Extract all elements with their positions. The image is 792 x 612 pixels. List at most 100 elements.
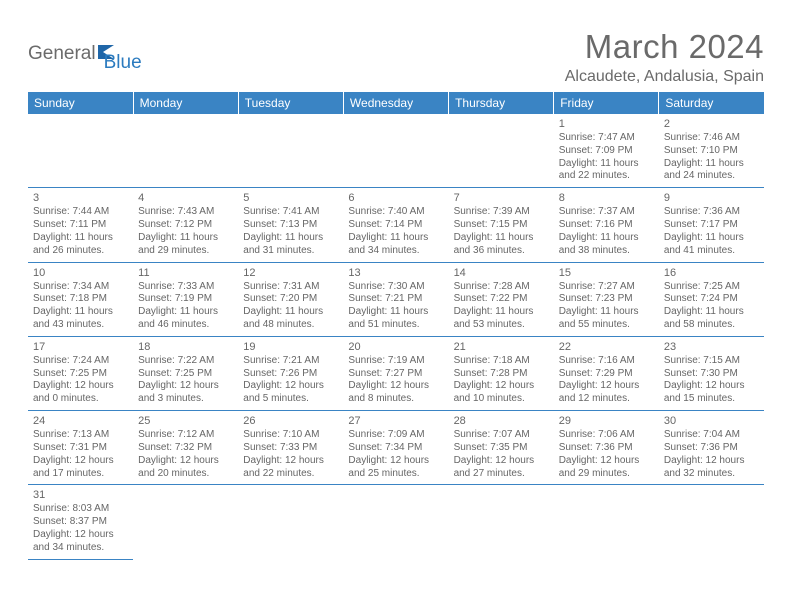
sunrise-text: Sunrise: 7:07 AM (454, 429, 549, 442)
sunset-text: Sunset: 7:09 PM (559, 145, 654, 158)
day-number: 26 (243, 414, 338, 428)
sunrise-text: Sunrise: 7:09 AM (348, 429, 443, 442)
day-number: 31 (33, 488, 128, 502)
sunset-text: Sunset: 7:17 PM (664, 219, 759, 232)
sunrise-text: Sunrise: 7:06 AM (559, 429, 654, 442)
sunset-text: Sunset: 7:25 PM (33, 368, 128, 381)
sunset-text: Sunset: 7:27 PM (348, 368, 443, 381)
calendar-cell (133, 485, 238, 559)
sunset-text: Sunset: 7:15 PM (454, 219, 549, 232)
calendar-cell (343, 485, 448, 559)
calendar-cell: 28Sunrise: 7:07 AMSunset: 7:35 PMDayligh… (449, 411, 554, 485)
calendar-cell: 25Sunrise: 7:12 AMSunset: 7:32 PMDayligh… (133, 411, 238, 485)
sunset-text: Sunset: 7:10 PM (664, 145, 759, 158)
month-title: March 2024 (565, 28, 764, 66)
sunrise-text: Sunrise: 7:47 AM (559, 132, 654, 145)
sunrise-text: Sunrise: 7:24 AM (33, 355, 128, 368)
day-number: 9 (664, 191, 759, 205)
daylight-text: Daylight: 11 hours and 26 minutes. (33, 232, 128, 258)
title-block: March 2024 Alcaudete, Andalusia, Spain (565, 28, 764, 86)
sunset-text: Sunset: 7:14 PM (348, 219, 443, 232)
sunset-text: Sunset: 7:26 PM (243, 368, 338, 381)
sunrise-text: Sunrise: 7:21 AM (243, 355, 338, 368)
calendar-cell: 24Sunrise: 7:13 AMSunset: 7:31 PMDayligh… (28, 411, 133, 485)
calendar-cell: 22Sunrise: 7:16 AMSunset: 7:29 PMDayligh… (554, 336, 659, 410)
calendar-cell: 7Sunrise: 7:39 AMSunset: 7:15 PMDaylight… (449, 188, 554, 262)
sunrise-text: Sunrise: 7:13 AM (33, 429, 128, 442)
sunrise-text: Sunrise: 7:41 AM (243, 206, 338, 219)
calendar-cell (133, 114, 238, 188)
calendar-row: 10Sunrise: 7:34 AMSunset: 7:18 PMDayligh… (28, 262, 764, 336)
calendar-row: 31Sunrise: 8:03 AMSunset: 8:37 PMDayligh… (28, 485, 764, 559)
sunrise-text: Sunrise: 7:31 AM (243, 281, 338, 294)
day-number: 21 (454, 340, 549, 354)
daylight-text: Daylight: 12 hours and 5 minutes. (243, 380, 338, 406)
sunrise-text: Sunrise: 7:33 AM (138, 281, 233, 294)
day-number: 23 (664, 340, 759, 354)
sunset-text: Sunset: 7:13 PM (243, 219, 338, 232)
day-number: 6 (348, 191, 443, 205)
daylight-text: Daylight: 12 hours and 22 minutes. (243, 455, 338, 481)
calendar-body: 1Sunrise: 7:47 AMSunset: 7:09 PMDaylight… (28, 114, 764, 559)
calendar-table: Sunday Monday Tuesday Wednesday Thursday… (28, 92, 764, 560)
calendar-cell: 11Sunrise: 7:33 AMSunset: 7:19 PMDayligh… (133, 262, 238, 336)
calendar-cell (449, 114, 554, 188)
weekday-sunday: Sunday (28, 92, 133, 114)
calendar-cell: 20Sunrise: 7:19 AMSunset: 7:27 PMDayligh… (343, 336, 448, 410)
calendar-cell: 1Sunrise: 7:47 AMSunset: 7:09 PMDaylight… (554, 114, 659, 188)
daylight-text: Daylight: 12 hours and 20 minutes. (138, 455, 233, 481)
daylight-text: Daylight: 11 hours and 48 minutes. (243, 306, 338, 332)
calendar-cell: 12Sunrise: 7:31 AMSunset: 7:20 PMDayligh… (238, 262, 343, 336)
calendar-cell: 19Sunrise: 7:21 AMSunset: 7:26 PMDayligh… (238, 336, 343, 410)
daylight-text: Daylight: 11 hours and 31 minutes. (243, 232, 338, 258)
daylight-text: Daylight: 12 hours and 0 minutes. (33, 380, 128, 406)
sunrise-text: Sunrise: 7:16 AM (559, 355, 654, 368)
daylight-text: Daylight: 12 hours and 32 minutes. (664, 455, 759, 481)
day-number: 14 (454, 266, 549, 280)
calendar-cell: 27Sunrise: 7:09 AMSunset: 7:34 PMDayligh… (343, 411, 448, 485)
weekday-friday: Friday (554, 92, 659, 114)
sunset-text: Sunset: 7:25 PM (138, 368, 233, 381)
daylight-text: Daylight: 11 hours and 29 minutes. (138, 232, 233, 258)
calendar-cell: 23Sunrise: 7:15 AMSunset: 7:30 PMDayligh… (659, 336, 764, 410)
sunset-text: Sunset: 7:36 PM (559, 442, 654, 455)
daylight-text: Daylight: 12 hours and 27 minutes. (454, 455, 549, 481)
sunset-text: Sunset: 7:18 PM (33, 293, 128, 306)
sunrise-text: Sunrise: 7:19 AM (348, 355, 443, 368)
calendar-cell: 15Sunrise: 7:27 AMSunset: 7:23 PMDayligh… (554, 262, 659, 336)
calendar-cell (238, 114, 343, 188)
weekday-tuesday: Tuesday (238, 92, 343, 114)
sunrise-text: Sunrise: 7:28 AM (454, 281, 549, 294)
calendar-cell (28, 114, 133, 188)
day-number: 7 (454, 191, 549, 205)
calendar-cell (238, 485, 343, 559)
day-number: 19 (243, 340, 338, 354)
logo-text-blue: Blue (104, 52, 142, 74)
calendar-cell: 2Sunrise: 7:46 AMSunset: 7:10 PMDaylight… (659, 114, 764, 188)
daylight-text: Daylight: 11 hours and 53 minutes. (454, 306, 549, 332)
weekday-wednesday: Wednesday (343, 92, 448, 114)
calendar-cell: 18Sunrise: 7:22 AMSunset: 7:25 PMDayligh… (133, 336, 238, 410)
calendar-cell: 14Sunrise: 7:28 AMSunset: 7:22 PMDayligh… (449, 262, 554, 336)
sunrise-text: Sunrise: 7:04 AM (664, 429, 759, 442)
sunset-text: Sunset: 7:20 PM (243, 293, 338, 306)
calendar-cell (554, 485, 659, 559)
sunrise-text: Sunrise: 8:03 AM (33, 503, 128, 516)
day-number: 27 (348, 414, 443, 428)
day-number: 15 (559, 266, 654, 280)
day-number: 2 (664, 117, 759, 131)
sunset-text: Sunset: 7:11 PM (33, 219, 128, 232)
logo: General Blue (28, 28, 142, 74)
daylight-text: Daylight: 11 hours and 58 minutes. (664, 306, 759, 332)
daylight-text: Daylight: 12 hours and 34 minutes. (33, 529, 128, 555)
day-number: 24 (33, 414, 128, 428)
sunrise-text: Sunrise: 7:27 AM (559, 281, 654, 294)
daylight-text: Daylight: 12 hours and 3 minutes. (138, 380, 233, 406)
sunrise-text: Sunrise: 7:18 AM (454, 355, 549, 368)
day-number: 5 (243, 191, 338, 205)
weekday-monday: Monday (133, 92, 238, 114)
sunset-text: Sunset: 7:29 PM (559, 368, 654, 381)
daylight-text: Daylight: 12 hours and 10 minutes. (454, 380, 549, 406)
calendar-row: 17Sunrise: 7:24 AMSunset: 7:25 PMDayligh… (28, 336, 764, 410)
sunrise-text: Sunrise: 7:25 AM (664, 281, 759, 294)
